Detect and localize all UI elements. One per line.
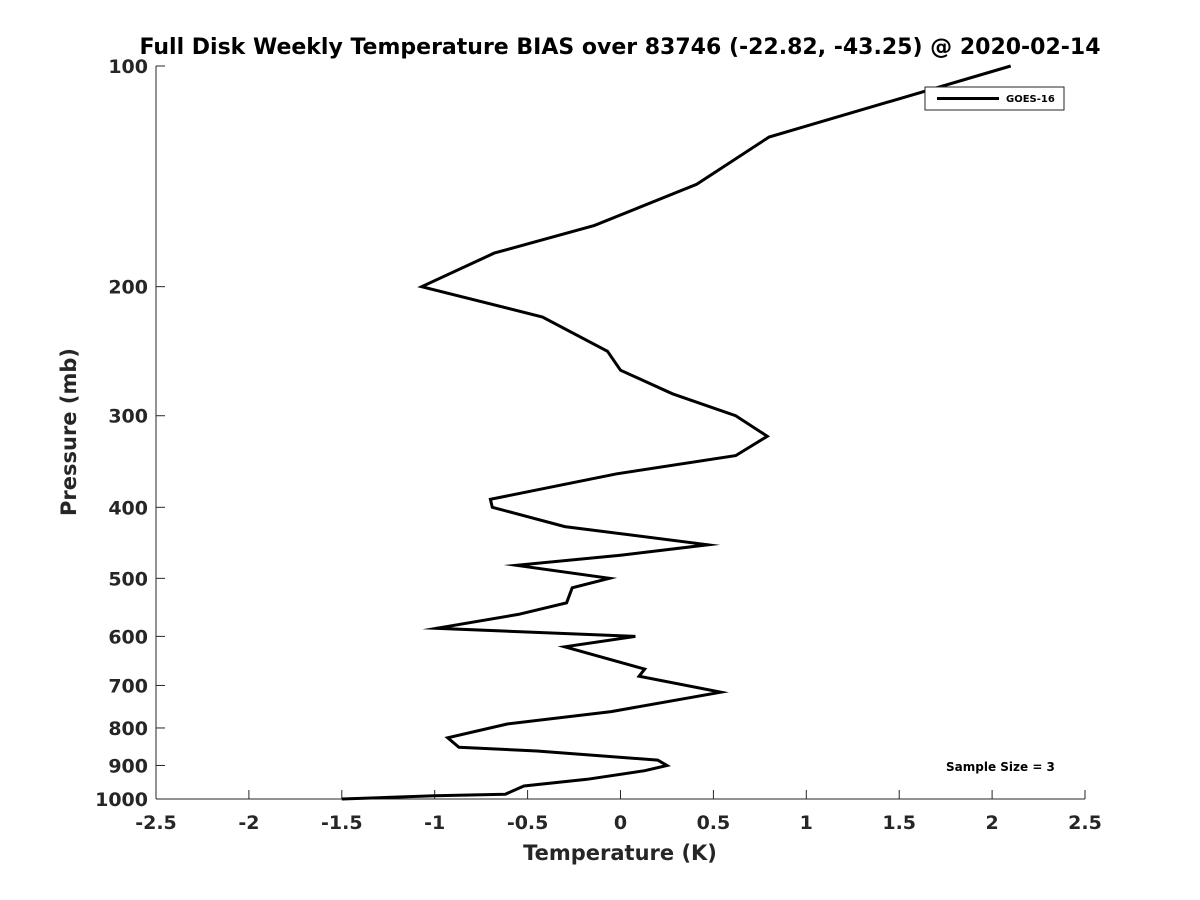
x-tick-label: 2 [985, 812, 998, 834]
chart-title: Full Disk Weekly Temperature BIAS over 8… [139, 35, 1100, 60]
sample-size-annotation: Sample Size = 3 [946, 760, 1055, 774]
x-tick-label: -2 [238, 812, 259, 834]
series-layer [341, 64, 1012, 801]
x-tick-label: 2.5 [1068, 812, 1102, 834]
x-tick-label: -1 [424, 812, 445, 834]
y-tick-label: 300 [108, 406, 148, 428]
y-tick-label: 800 [108, 718, 148, 740]
y-axis-label: Pressure (mb) [57, 348, 81, 516]
x-tick-label: 1 [800, 812, 813, 834]
y-tick-label: 900 [108, 755, 148, 777]
y-tick-label: 400 [108, 497, 148, 519]
x-tick-label: 0.5 [697, 812, 731, 834]
y-axis: 100 200 300 400 500 600 700 800 900 1000 [95, 56, 165, 811]
plot-area [156, 66, 1085, 799]
y-tick-label: 100 [108, 56, 148, 78]
x-tick-label: 1.5 [882, 812, 916, 834]
y-tick-label: 1000 [95, 789, 148, 811]
series-line-goes-16 [341, 64, 1012, 801]
x-tick-label: 0 [614, 812, 627, 834]
x-tick-label: -2.5 [135, 812, 177, 834]
x-tick-label: -1.5 [321, 812, 363, 834]
legend-label-goes-16: GOES-16 [1006, 94, 1055, 105]
y-tick-label: 600 [108, 626, 148, 648]
x-tick-label: -0.5 [507, 812, 549, 834]
y-tick-label: 700 [108, 675, 148, 697]
x-axis-label: Temperature (K) [523, 841, 717, 865]
legend: GOES-16 [924, 86, 1065, 111]
y-tick-label: 500 [108, 568, 148, 590]
x-axis: -2.5 -2 -1.5 -1 -0.5 0 0.5 1 1.5 2 2.5 [135, 790, 1102, 834]
y-tick-label: 200 [108, 277, 148, 299]
